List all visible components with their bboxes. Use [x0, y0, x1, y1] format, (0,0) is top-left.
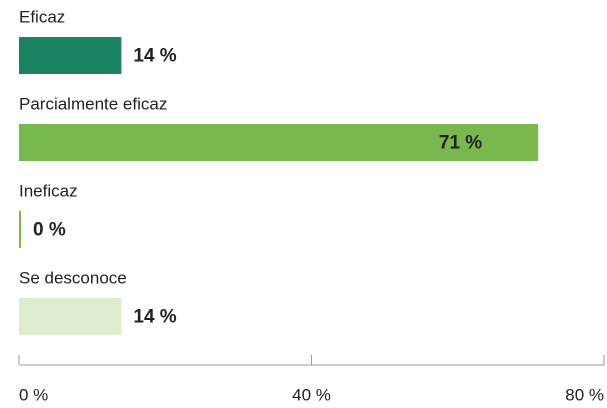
- bar: [19, 211, 21, 248]
- category-label: Se desconoce: [19, 268, 127, 287]
- category-label: Ineficaz: [19, 181, 78, 200]
- category-label: Eficaz: [19, 7, 65, 26]
- x-tick-label: 80 %: [565, 385, 604, 404]
- value-label: 71 %: [439, 133, 482, 154]
- value-label: 0 %: [33, 220, 66, 241]
- value-label: 14 %: [133, 46, 176, 67]
- value-label: 14 %: [133, 307, 176, 328]
- bar: [19, 124, 539, 161]
- bar: [19, 37, 122, 74]
- bar: [19, 298, 122, 335]
- x-tick-label: 40 %: [292, 385, 331, 404]
- category-label: Parcialmente eficaz: [19, 94, 167, 113]
- x-tick-label: 0 %: [19, 385, 48, 404]
